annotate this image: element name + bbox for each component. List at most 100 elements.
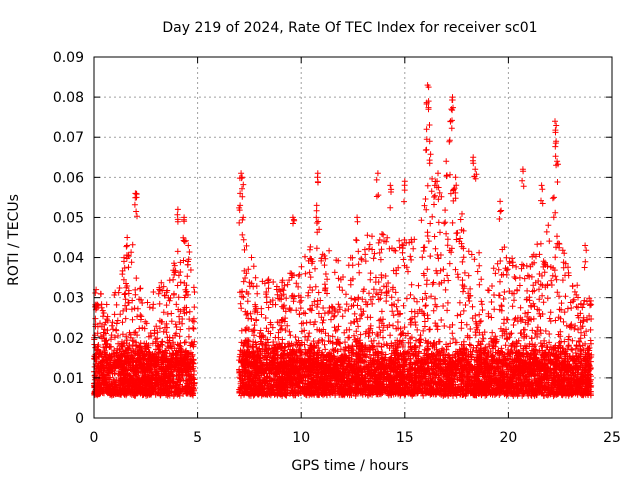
data-point <box>127 372 134 379</box>
data-point <box>111 383 118 390</box>
data-point <box>161 377 168 384</box>
data-point <box>181 386 188 393</box>
data-point <box>171 345 178 352</box>
data-point <box>176 313 183 320</box>
data-point <box>108 332 115 339</box>
data-point <box>116 368 122 375</box>
data-point <box>137 380 143 387</box>
data-point <box>134 356 141 363</box>
data-point <box>185 333 192 340</box>
data-point <box>177 308 184 315</box>
data-point <box>151 327 158 334</box>
data-point <box>132 286 139 293</box>
data-point <box>98 351 104 358</box>
data-point <box>184 273 191 280</box>
data-point <box>114 384 121 391</box>
data-point <box>129 297 136 304</box>
data-point <box>172 332 178 339</box>
data-point <box>143 383 150 390</box>
data-point <box>131 364 138 371</box>
data-point <box>180 257 187 264</box>
data-point <box>123 353 129 360</box>
data-point <box>154 329 161 336</box>
data-point <box>133 343 139 349</box>
data-point <box>122 302 129 309</box>
data-point <box>126 345 133 352</box>
data-point <box>131 383 138 390</box>
data-point <box>128 389 135 396</box>
data-point <box>153 338 159 345</box>
data-point <box>115 289 122 296</box>
data-point <box>108 392 115 399</box>
data-point <box>174 358 181 365</box>
data-point <box>149 362 155 369</box>
data-point <box>182 354 189 361</box>
data-point <box>131 392 138 399</box>
data-point <box>168 310 175 317</box>
data-point <box>146 304 153 311</box>
data-point <box>157 348 164 355</box>
data-point <box>136 296 143 303</box>
data-point <box>187 267 194 273</box>
data-point <box>123 392 130 399</box>
data-point <box>114 356 121 363</box>
data-point <box>127 334 134 341</box>
data-point <box>167 355 174 362</box>
data-point <box>115 340 122 347</box>
data-point <box>190 375 197 382</box>
data-point <box>94 379 101 386</box>
data-point <box>145 373 152 380</box>
data-point <box>164 334 171 341</box>
data-point <box>111 334 118 341</box>
data-point <box>99 335 106 342</box>
data-point <box>176 319 183 325</box>
data-point <box>121 291 128 298</box>
data-point <box>176 342 183 349</box>
data-point <box>154 356 161 363</box>
data-point <box>102 341 109 348</box>
data-point <box>172 321 179 328</box>
data-point <box>110 359 117 366</box>
data-point <box>124 380 131 387</box>
data-point <box>104 327 111 334</box>
data-point <box>163 329 170 336</box>
data-point <box>139 300 146 306</box>
data-point <box>156 300 163 307</box>
data-point <box>191 318 197 325</box>
data-point <box>110 326 116 333</box>
data-point <box>167 388 174 395</box>
data-point <box>170 362 177 369</box>
data-point <box>569 337 576 344</box>
data-point <box>128 249 135 256</box>
data-point <box>94 330 101 337</box>
data-point <box>113 320 120 327</box>
data-point <box>134 350 140 356</box>
data-point <box>133 387 140 394</box>
data-point <box>119 319 126 326</box>
data-point <box>145 333 152 340</box>
data-point <box>183 347 190 354</box>
data-point <box>167 295 174 301</box>
data-point <box>107 363 114 370</box>
data-point <box>170 291 177 298</box>
data-point <box>128 349 135 356</box>
data-point <box>117 311 124 318</box>
data-point <box>154 335 161 342</box>
data-point <box>97 386 104 392</box>
data-point <box>145 361 152 368</box>
data-point <box>152 385 159 392</box>
data-point <box>164 287 171 294</box>
data-point <box>466 341 473 348</box>
data-point <box>166 297 173 304</box>
data-point <box>146 349 153 356</box>
data-point <box>181 304 188 311</box>
data-point <box>175 294 182 301</box>
data-point <box>98 381 105 388</box>
data-point <box>174 282 181 289</box>
data-point <box>177 340 184 346</box>
data-point <box>159 338 166 345</box>
data-point <box>101 347 108 354</box>
data-point <box>101 380 108 386</box>
data-point <box>139 324 146 331</box>
